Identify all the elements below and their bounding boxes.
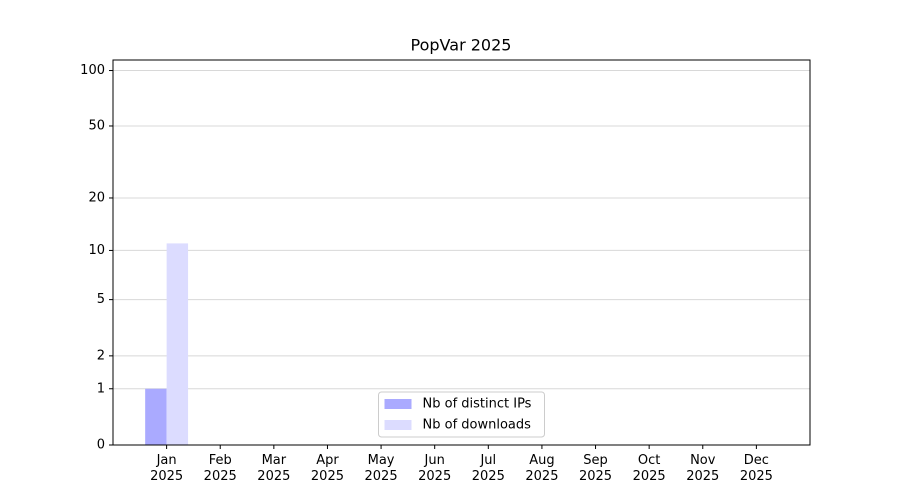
x-tick-label: Oct 2025 [632, 453, 666, 484]
legend-swatch [384, 399, 412, 409]
legend-frame [378, 391, 545, 438]
legend-label: Nb of distinct IPs [423, 397, 532, 412]
x-tick-label: Mar 2025 [257, 453, 291, 484]
x-tick-label: Jun 2025 [418, 453, 452, 484]
x-tick-label: May 2025 [364, 453, 398, 484]
bar [145, 388, 167, 445]
x-tick-label: Dec 2025 [739, 453, 773, 484]
chart-title: PopVar 2025 [411, 36, 512, 55]
y-tick-label: 100 [80, 63, 105, 78]
x-tick-label: Aug 2025 [525, 453, 559, 484]
plot-frame [112, 59, 811, 446]
bar [166, 243, 189, 445]
y-tick-label: 10 [88, 243, 105, 258]
y-tick-label: 5 [97, 292, 105, 307]
y-tick-label: 1 [97, 381, 105, 396]
y-tick-label: 20 [88, 190, 105, 205]
x-tick-label: Jul 2025 [471, 453, 505, 484]
x-tick-label: Feb 2025 [203, 453, 237, 484]
x-tick-label: Apr 2025 [310, 453, 344, 484]
legend-label: Nb of downloads [423, 418, 532, 433]
x-tick-label: Nov 2025 [686, 453, 720, 484]
legend: Nb of distinct IPs Nb of downloads [378, 391, 545, 438]
y-tick-label: 50 [88, 118, 105, 133]
y-tick-label: 2 [97, 348, 105, 363]
x-tick-label: Jan 2025 [150, 453, 184, 484]
legend-swatch [384, 420, 412, 430]
x-tick-label: Sep 2025 [578, 453, 613, 484]
y-tick-label: 0 [97, 438, 105, 453]
